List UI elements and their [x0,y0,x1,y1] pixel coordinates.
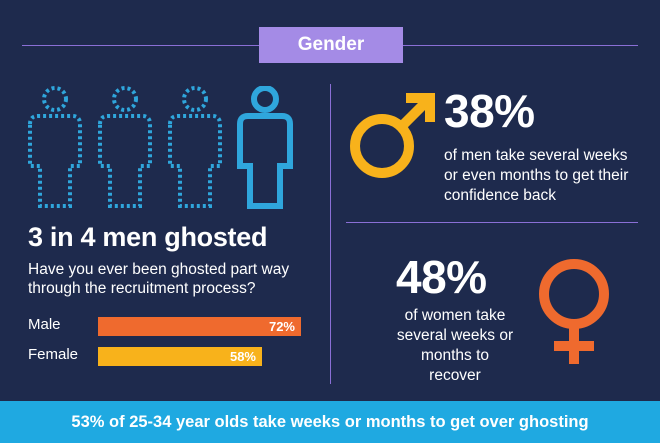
bar-value-label: 58% [229,349,256,364]
men-stat-text: of men take several weeks or even months… [444,147,629,204]
bar: 72% [98,317,301,336]
female-symbol-icon [539,259,609,364]
women-stat: 48% [396,251,487,303]
people-icons [28,86,293,209]
section-tag: Gender [259,27,403,63]
footer-banner: 53% of 25-34 year olds take weeks or mon… [0,401,660,443]
person-outline-icon [28,86,82,208]
survey-question: Have you ever been ghosted part way thro… [28,261,290,297]
bar-category-label: Male [28,316,61,333]
person-outline-icon [98,86,152,208]
women-stat-text: of women take several weeks or months to… [396,307,514,384]
bar-category-label: Female [28,346,79,363]
person-solid-icon [237,86,293,209]
bar: 58% [98,347,262,366]
person-outline-icon [168,86,222,208]
vertical-divider [330,84,331,384]
mid-divider [346,222,638,223]
male-symbol-icon [350,93,435,178]
bar-value-label: 72% [268,319,295,334]
top-divider-left [22,45,259,46]
headline: 3 in 4 men ghosted [28,222,268,252]
top-divider-right [403,45,638,46]
men-stat: 38% [444,85,535,137]
